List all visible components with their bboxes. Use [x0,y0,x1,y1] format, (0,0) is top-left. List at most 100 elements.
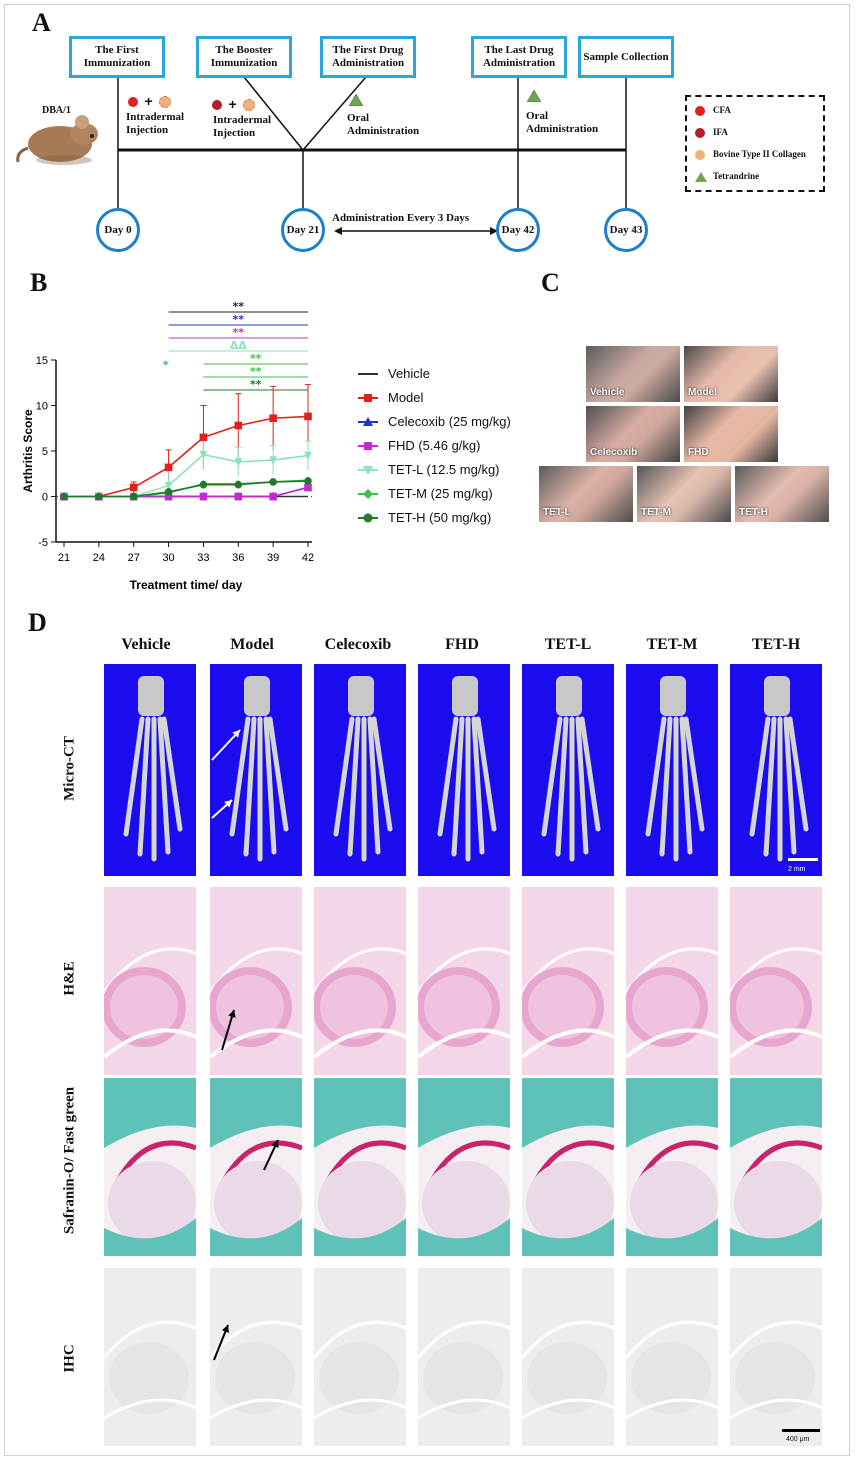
significance-mark: ** [250,352,262,365]
micro-ct-tile-celecoxib [314,664,406,876]
safranin-tile-tet-h [730,1078,822,1256]
x-tick-label: 42 [302,552,314,564]
legend-tetrandrine: Tetrandrine [695,171,759,182]
paw-skeleton-icon [645,676,705,862]
legend-celecoxib: Celecoxib (25 mg/kg) [358,414,511,429]
oral1-label: Oral Administration [347,112,420,137]
interval-label: Administration Every 3 Days [332,212,470,224]
safranin-tile-tet-l [522,1078,614,1256]
oral2-label: Oral Administration [526,110,599,135]
tissue-section-icon [104,1268,196,1446]
sample-collection-box: Sample Collection [578,36,674,78]
tissue-section-icon [314,1078,406,1256]
first-drug-box: The First Drug Administration [320,36,416,78]
last-drug-box: The Last Drug Administration [471,36,567,78]
paw-skeleton-icon [333,676,393,862]
injection2-label: Intradermal Injection [213,114,272,139]
y-tick-label: 0 [42,492,48,504]
tissue-section-icon [210,1078,302,1256]
significance-mark: ** [233,300,245,313]
col-header-vehicle: Vehicle [121,636,171,653]
he-tile-tet-h [730,887,822,1075]
y-tick-label: -5 [38,537,48,549]
data-point [304,483,312,492]
ifa-icon [695,127,705,138]
tissue-section-icon [626,1078,718,1256]
scale-bar-ihc [782,1429,820,1432]
col-header-model: Model [230,636,274,653]
x-axis-label: Treatment time/ day [130,578,243,592]
collagen-icon [695,149,705,160]
tissue-section-icon [418,887,510,1075]
legend-vehicle: Vehicle [358,366,430,381]
scale-bar-ct [788,858,818,861]
y-tick-label: 5 [42,446,48,458]
first-immunization-box: The First Immunization [69,36,165,78]
timeline-lines [117,76,627,235]
col-header-celecoxib: Celecoxib [324,636,392,653]
data-point [269,414,277,423]
legend-collagen: Bovine Type II Collagen [695,149,806,160]
paw-skeleton-icon [749,676,809,862]
injection1-icons: + [128,93,172,111]
panel-label-b: B [30,268,48,297]
tissue-section-icon [210,1268,302,1446]
data-point [234,421,243,430]
ihc-tile-tet-m [626,1268,718,1446]
legend-tet-m: TET-M (25 mg/kg) [358,486,493,501]
paw-photo-tet-h: TET-H [735,466,829,522]
day-43-circle: Day 43 [604,208,648,252]
row-header-safranin: Safranin-O/ Fast green [61,1086,78,1235]
micro-ct-tile-fhd [418,664,510,876]
tetrandrine-icon [695,171,707,182]
tissue-section-icon [626,1268,718,1446]
cfa-icon [128,96,138,107]
row-header-micro-ct: Micro-CT [61,736,78,801]
significance-mark: ** [233,326,245,339]
data-point [199,433,208,442]
x-tick-label: 21 [58,552,70,564]
paw-photo-tet-l: TET-L [539,466,633,522]
tissue-section-icon [730,1268,822,1446]
he-tile-fhd [418,887,510,1075]
col-header-tet-l: TET-L [544,636,592,653]
scale-label-ihc: 400 μm [786,1436,810,1443]
tissue-section-icon [210,887,302,1075]
he-tile-tet-l [522,887,614,1075]
ihc-tile-tet-h [730,1268,822,1446]
tissue-section-icon [314,1268,406,1446]
timeline-legend: CFA IFA Bovine Type II Collagen Tetrandr… [685,95,825,192]
ifa-icon [212,99,222,110]
paw-skeleton-icon [541,676,601,862]
data-point [199,492,208,501]
safranin-tile-model [210,1078,302,1256]
plus-icon: + [228,96,237,112]
col-header-tet-m: TET-M [646,636,698,653]
data-point [234,492,243,501]
paw-photo-vehicle: Vehicle [586,346,680,402]
collagen-icon [159,95,172,108]
significance-mark: ** [250,365,262,378]
x-tick-label: 39 [267,552,279,564]
legend-ifa: IFA [695,127,728,138]
significance-mark: ΔΔ [230,339,248,352]
tissue-section-icon [522,1268,614,1446]
significance-mark: ** [250,378,262,391]
tissue-section-icon [104,887,196,1075]
paw-photo-tet-m: TET-M [637,466,731,522]
he-tile-tet-m [626,887,718,1075]
paw-photo-model: Model [684,346,778,402]
day-0-circle: Day 0 [96,208,140,252]
cfa-icon [695,105,705,116]
y-tick-label: 10 [36,401,48,413]
tetrandrine-icon [527,90,541,102]
data-point [269,492,277,501]
legend-tet-l: TET-L (12.5 mg/kg) [358,462,500,477]
tissue-section-icon [418,1078,510,1256]
tissue-section-icon [314,887,406,1075]
paw-skeleton-icon [229,676,289,862]
arthritis-chart: -5 0 5 10 15 21 24 27 30 33 36 39 42 Treatment time/ … [21,300,314,592]
safranin-tile-vehicle [104,1078,196,1256]
x-tick-label: 30 [162,552,174,564]
data-point [304,451,312,461]
